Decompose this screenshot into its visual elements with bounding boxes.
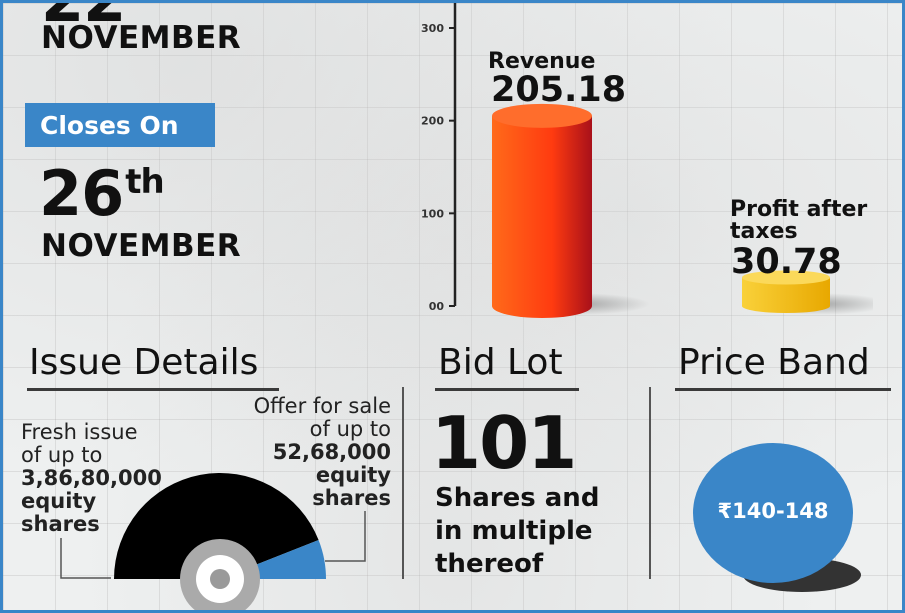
price-band-title: Price Band — [678, 342, 870, 383]
bid-lot-title: Bid Lot — [438, 342, 563, 383]
price-band-underline — [675, 388, 891, 391]
price-circle — [693, 443, 853, 583]
offer-amount: 52,68,000 — [272, 440, 391, 464]
fresh-connector-line — [60, 538, 111, 579]
opens-day: 22 — [41, 3, 126, 31]
closes-on-badge: Closes On — [25, 103, 215, 147]
bid-lot-underline — [435, 388, 579, 391]
revenue-bar-top — [492, 103, 592, 128]
revenue-bar — [492, 115, 592, 318]
bid-lot-number: 101 — [431, 401, 577, 485]
closes-on-label: Closes On — [40, 110, 179, 140]
issue-semicircle-chart — [60, 473, 366, 610]
price-band-value: ₹140-148 — [717, 499, 829, 523]
revenue-value: 205.18 — [491, 70, 627, 110]
divider-left — [402, 387, 404, 579]
issue-details-title: Issue Details — [29, 342, 259, 383]
closes-month: NOVEMBER — [41, 228, 242, 264]
fresh-issue-segment — [114, 473, 319, 579]
profit-value: 30.78 — [731, 242, 842, 282]
offer-connector-line — [325, 511, 366, 562]
y-tick-label: 100 — [421, 207, 444, 220]
fresh-issue-text: Fresh issue of up to 3,86,80,000 equity … — [21, 420, 162, 536]
offer-for-sale-text: Offer for sale of up to 52,68,000 equity… — [233, 395, 391, 510]
opens-month: NOVEMBER — [41, 20, 242, 56]
bid-lot-description: Shares and in multiple thereof — [435, 483, 600, 579]
disc-hub-center — [210, 569, 230, 589]
revenue-label: Revenue — [488, 49, 596, 74]
y-tick-label: 300 — [421, 22, 444, 35]
closes-day: 26th — [39, 157, 165, 230]
issue-details-underline — [27, 388, 279, 391]
y-tick-label: 00 — [429, 300, 445, 313]
fresh-issue-amount: 3,86,80,000 — [21, 466, 162, 490]
profit-label: Profit after taxes — [730, 197, 868, 244]
y-tick-label: 200 — [421, 115, 444, 128]
profit-bar-top — [742, 270, 830, 285]
profit-bar — [742, 277, 830, 313]
closes-day-suffix: th — [125, 162, 164, 202]
financials-chart: 00 100 200 300 — [421, 3, 873, 318]
divider-right — [649, 387, 651, 579]
